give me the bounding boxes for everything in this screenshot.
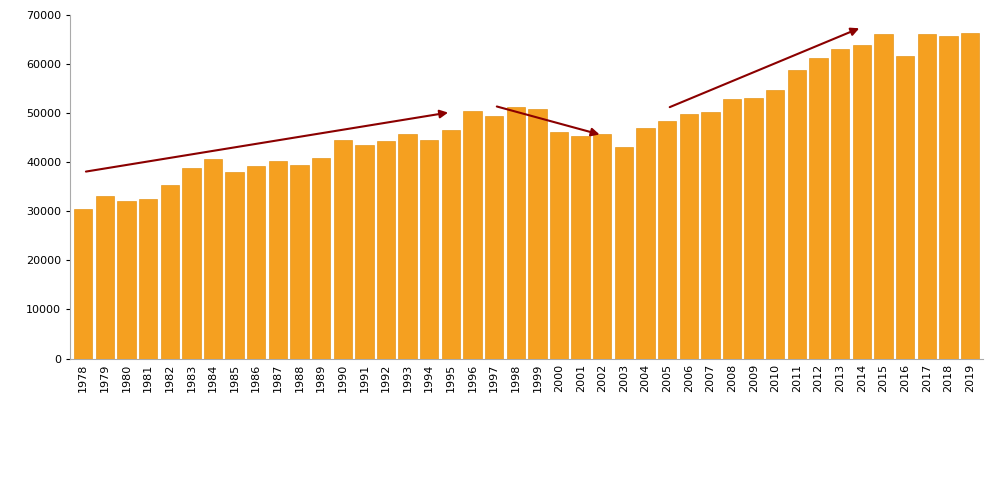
- Bar: [138, 199, 157, 359]
- Bar: [203, 159, 221, 359]
- Bar: [571, 136, 589, 359]
- Bar: [938, 36, 957, 359]
- Bar: [160, 185, 178, 359]
- Bar: [463, 111, 481, 359]
- Bar: [766, 90, 784, 359]
- Bar: [549, 131, 568, 359]
- Bar: [74, 209, 92, 359]
- Bar: [355, 145, 373, 359]
- Bar: [657, 121, 675, 359]
- Bar: [484, 116, 503, 359]
- Bar: [635, 128, 654, 359]
- Bar: [117, 201, 135, 359]
- Bar: [398, 134, 417, 359]
- Bar: [960, 33, 978, 359]
- Bar: [290, 165, 309, 359]
- Bar: [225, 172, 243, 359]
- Bar: [441, 129, 460, 359]
- Bar: [743, 98, 763, 359]
- Bar: [917, 34, 935, 359]
- Bar: [95, 196, 114, 359]
- Bar: [809, 58, 827, 359]
- Bar: [852, 44, 870, 359]
- Bar: [895, 56, 914, 359]
- Bar: [377, 141, 395, 359]
- Bar: [182, 168, 200, 359]
- Bar: [312, 158, 330, 359]
- Bar: [831, 49, 849, 359]
- Bar: [334, 139, 352, 359]
- Bar: [269, 161, 287, 359]
- Bar: [700, 113, 718, 359]
- Bar: [614, 147, 632, 359]
- Bar: [528, 109, 546, 359]
- Bar: [246, 166, 266, 359]
- Bar: [592, 134, 611, 359]
- Bar: [420, 140, 438, 359]
- Bar: [787, 70, 806, 359]
- Bar: [874, 34, 892, 359]
- Bar: [506, 107, 524, 359]
- Bar: [679, 115, 697, 359]
- Bar: [722, 99, 740, 359]
